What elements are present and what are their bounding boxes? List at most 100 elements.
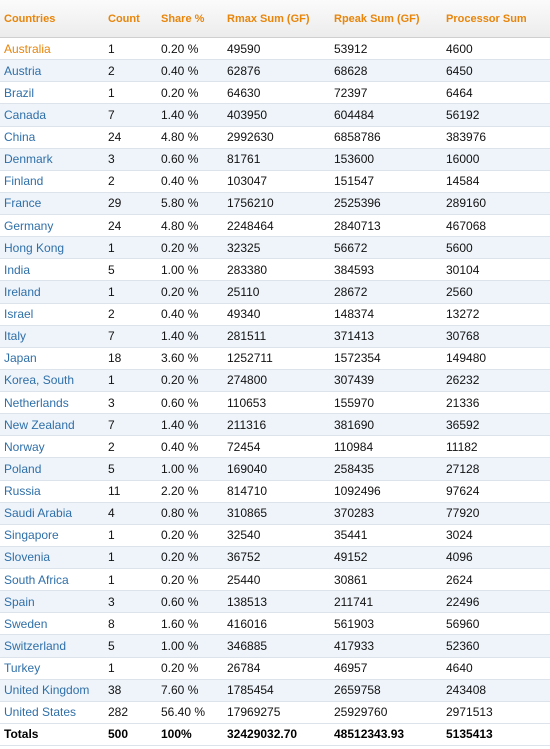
country-link[interactable]: Spain (4, 594, 35, 609)
country-link[interactable]: Finland (4, 174, 44, 189)
table-cell: 103047 (227, 174, 268, 189)
table-cell: 97624 (446, 484, 480, 499)
country-link[interactable]: United States (4, 705, 77, 720)
table-row: Poland 5 1.00 % 169040 258435 27128 (0, 458, 550, 481)
table-cell: 2.20 % (161, 484, 199, 499)
table-cell: 1 (108, 661, 115, 676)
table-cell: 18 (108, 351, 122, 366)
column-header[interactable]: Rmax Sum (GF) (227, 12, 310, 25)
country-link[interactable]: Italy (4, 329, 27, 344)
table-cell: 1785454 (227, 683, 274, 698)
country-link[interactable]: Turkey (4, 661, 41, 676)
table-row: Brazil 1 0.20 % 64630 72397 6464 (0, 82, 550, 105)
table-cell: 4096 (446, 550, 473, 565)
country-link[interactable]: Korea, South (4, 373, 75, 388)
country-link[interactable]: Canada (4, 107, 47, 122)
country-link[interactable]: China (4, 130, 36, 145)
table-cell: 282 (108, 705, 129, 720)
table-cell: 72454 (227, 439, 261, 454)
table-cell: 1 (108, 284, 115, 299)
country-link[interactable]: Israel (4, 307, 34, 322)
table-cell: 0.20 % (161, 240, 199, 255)
country-link[interactable]: Switzerland (4, 638, 67, 653)
table-cell: 24 (108, 130, 122, 145)
country-link[interactable]: Germany (4, 218, 54, 233)
table-cell: 0.60 % (161, 395, 199, 410)
table-cell: 29 (108, 196, 122, 211)
table-cell: 62876 (227, 63, 261, 78)
country-link[interactable]: Austria (4, 63, 42, 78)
table-cell: 1.00 % (161, 638, 199, 653)
table-row: Austria 2 0.40 % 62876 68628 6450 (0, 60, 550, 83)
table-cell: 5.80 % (161, 196, 199, 211)
country-link[interactable]: Russia (4, 484, 41, 499)
country-link[interactable]: Netherlands (4, 395, 69, 410)
table-cell: 0.20 % (161, 284, 199, 299)
table-row: Hong Kong 1 0.20 % 32325 56672 5600 (0, 237, 550, 260)
table-cell: 0.20 % (161, 572, 199, 587)
country-link[interactable]: Poland (4, 461, 42, 476)
table-cell: 27128 (446, 461, 480, 476)
column-header[interactable]: Processor Sum (446, 12, 527, 25)
column-header[interactable]: Count (108, 12, 140, 25)
country-link[interactable]: Norway (4, 439, 45, 454)
country-link[interactable]: New Zealand (4, 417, 75, 432)
country-link[interactable]: Saudi Arabia (4, 506, 73, 521)
table-cell: 211741 (334, 594, 374, 609)
table-cell: 77920 (446, 506, 480, 521)
country-link[interactable]: United Kingdom (4, 683, 90, 698)
table-cell: 1 (108, 240, 115, 255)
table-cell: 7.60 % (161, 683, 199, 698)
table-cell: 417933 (334, 638, 375, 653)
country-link[interactable]: Japan (4, 351, 37, 366)
table-cell: 0.40 % (161, 63, 199, 78)
table-cell: 4 (108, 506, 115, 521)
table-cell: 1252711 (227, 351, 273, 366)
table-cell: 3.60 % (161, 351, 199, 366)
column-header[interactable]: Countries (4, 12, 56, 25)
country-link[interactable]: South Africa (4, 572, 69, 587)
table-cell: 2659758 (334, 683, 381, 698)
table-cell: 149480 (446, 351, 487, 366)
table-cell: 148374 (334, 307, 375, 322)
column-header[interactable]: Rpeak Sum (GF) (334, 12, 420, 25)
table-row: Turkey 1 0.20 % 26784 46957 4640 (0, 658, 550, 680)
table-cell: 25929760 (334, 705, 388, 720)
table-row: Netherlands 3 0.60 % 110653 155970 21336 (0, 392, 550, 415)
table-row: Canada 7 1.40 % 403950 604484 56192 (0, 104, 550, 127)
table-cell: 1 (108, 572, 115, 587)
table-cell: 49590 (227, 41, 261, 56)
table-cell: 6450 (446, 63, 473, 78)
country-link[interactable]: Denmark (4, 152, 53, 167)
table-cell: 30768 (446, 329, 480, 344)
table-cell: 30104 (446, 262, 480, 277)
table-cell: 14584 (446, 174, 480, 189)
table-row: Spain 3 0.60 % 138513 211741 22496 (0, 591, 550, 614)
table-cell: 32325 (227, 240, 261, 255)
country-link[interactable]: France (4, 196, 42, 211)
table-cell: 35441 (334, 528, 368, 543)
table-cell: 30861 (334, 572, 368, 587)
table-row: Saudi Arabia 4 0.80 % 310865 370283 77920 (0, 502, 550, 525)
country-link[interactable]: India (4, 262, 31, 277)
header-row: Countries Count Share % Rmax Sum (GF) Rpeak … (0, 0, 550, 38)
table-row: United Kingdom 38 7.60 % 1785454 2659758 2434… (0, 679, 550, 702)
table-row: Singapore 1 0.20 % 32540 35441 3024 (0, 525, 550, 547)
table-cell: 16000 (446, 152, 480, 167)
table-cell: 26232 (446, 373, 480, 388)
country-link[interactable]: Australia (4, 41, 51, 56)
table-cell: 1756210 (227, 196, 274, 211)
country-link[interactable]: Ireland (4, 284, 41, 299)
table-cell: 0.20 % (161, 41, 199, 56)
column-header[interactable]: Share % (161, 12, 205, 25)
table-cell: 1.60 % (161, 616, 199, 631)
table-cell: 0.60 % (161, 594, 199, 609)
country-link[interactable]: Slovenia (4, 550, 51, 565)
country-link[interactable]: Brazil (4, 85, 35, 100)
table-cell: 2248464 (227, 218, 274, 233)
country-link[interactable]: Sweden (4, 616, 48, 631)
table-cell: 4.80 % (161, 218, 199, 233)
table-cell: 5 (108, 638, 115, 653)
country-link[interactable]: Singapore (4, 528, 59, 543)
country-link[interactable]: Hong Kong (4, 240, 65, 255)
